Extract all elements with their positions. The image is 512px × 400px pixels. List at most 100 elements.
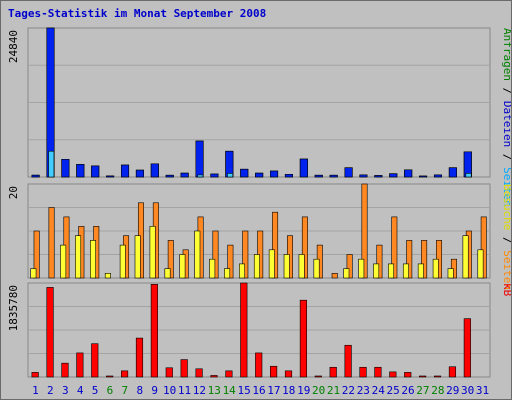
x-tick-label-7: 7 xyxy=(122,384,129,397)
middle-bar-besuche-1 xyxy=(30,268,37,279)
middle-bar-besuche-6 xyxy=(104,272,111,279)
top-bar-seiten-14 xyxy=(227,173,234,178)
middle-side-legend-part: Seiten xyxy=(501,250,511,290)
top-bar-dateien-21 xyxy=(329,174,338,178)
top-bar-seiten-12 xyxy=(197,174,204,178)
x-tick-label-11: 11 xyxy=(178,384,191,397)
top-side-legend-part: / xyxy=(501,81,511,101)
bottom-bar-kb-16 xyxy=(255,352,263,378)
bottom-bar-kb-5 xyxy=(91,343,99,378)
middle-bar-besuche-15 xyxy=(239,263,245,279)
middle-bar-besuche-4 xyxy=(75,235,82,279)
bottom-bar-kb-9 xyxy=(150,284,158,378)
bottom-side-legend-part: kB xyxy=(501,283,511,297)
bottom-bar-kb-12 xyxy=(195,368,203,378)
x-tick-label-27: 27 xyxy=(416,384,429,397)
top-bar-dateien-16 xyxy=(255,172,264,178)
middle-side-legend-part: Besuche xyxy=(501,184,511,230)
middle-bar-seiten-10 xyxy=(167,240,174,279)
x-tick-label-4: 4 xyxy=(77,384,84,397)
top-bar-dateien-12 xyxy=(195,140,204,178)
middle-bar-besuche-20 xyxy=(313,258,320,279)
middle-bar-besuche-18 xyxy=(283,254,290,279)
middle-bar-besuche-17 xyxy=(268,249,275,279)
bottom-bar-kb-22 xyxy=(344,344,352,378)
x-tick-label-12: 12 xyxy=(193,384,206,397)
bottom-bar-kb-3 xyxy=(61,362,69,378)
bottom-bar-kb-20 xyxy=(314,375,322,378)
middle-bar-besuche-16 xyxy=(253,254,260,279)
top-bar-dateien-9 xyxy=(150,163,159,178)
middle-bar-seiten-21 xyxy=(331,272,338,279)
bottom-bar-kb-14 xyxy=(225,370,233,378)
x-tick-label-16: 16 xyxy=(252,384,265,397)
bottom-bar-kb-13 xyxy=(210,375,218,378)
middle-bar-besuche-9 xyxy=(149,226,156,279)
middle-bar-besuche-5 xyxy=(89,240,96,279)
x-tick-label-9: 9 xyxy=(151,384,158,397)
x-tick-label-23: 23 xyxy=(357,384,370,397)
x-tick-label-19: 19 xyxy=(297,384,310,397)
top-bar-seiten-30 xyxy=(465,173,472,178)
bottom-bar-kb-17 xyxy=(270,365,278,378)
middle-bar-besuche-12 xyxy=(194,230,201,279)
bottom-bar-kb-21 xyxy=(329,366,337,378)
x-tick-label-22: 22 xyxy=(342,384,355,397)
x-tick-label-24: 24 xyxy=(372,384,386,397)
top-bar-dateien-4 xyxy=(76,164,85,178)
middle-bar-besuche-13 xyxy=(209,258,216,279)
middle-bar-seiten-17 xyxy=(272,211,279,279)
x-tick-label-15: 15 xyxy=(237,384,250,397)
top-bar-dateien-7 xyxy=(120,164,130,178)
top-bar-dateien-10 xyxy=(165,174,174,178)
x-tick-label-20: 20 xyxy=(312,384,325,397)
middle-bar-seiten-25 xyxy=(391,216,398,279)
middle-bar-besuche-19 xyxy=(298,254,305,279)
top-bar-dateien-1 xyxy=(31,174,40,178)
bottom-bar-kb-28 xyxy=(433,375,442,378)
top-bar-dateien-18 xyxy=(284,174,293,178)
top-side-legend-part: Seiten xyxy=(501,167,511,207)
top-bar-dateien-28 xyxy=(433,174,443,178)
middle-bar-besuche-10 xyxy=(164,268,171,279)
top-bar-dateien-3 xyxy=(61,159,70,178)
bottom-bar-kb-6 xyxy=(106,375,114,378)
top-bar-dateien-22 xyxy=(344,167,353,178)
middle-bar-besuche-29 xyxy=(447,268,454,279)
middle-ymax-tick-label: 20 xyxy=(7,186,20,199)
middle-bar-besuche-3 xyxy=(60,244,67,279)
middle-side-legend: Besuche / Seiten xyxy=(501,184,511,290)
x-tick-label-6: 6 xyxy=(107,384,114,397)
bottom-bar-kb-4 xyxy=(76,352,84,378)
top-bar-dateien-25 xyxy=(389,173,398,178)
middle-bar-besuche-27 xyxy=(417,263,424,279)
middle-bar-seiten-14 xyxy=(227,244,234,279)
x-tick-label-26: 26 xyxy=(401,384,414,397)
middle-bar-besuche-11 xyxy=(179,254,186,279)
middle-bar-besuche-31 xyxy=(477,249,484,279)
middle-bar-besuche-23 xyxy=(358,258,365,279)
x-tick-label-18: 18 xyxy=(282,384,295,397)
x-tick-label-30: 30 xyxy=(461,384,474,397)
bottom-bar-kb-27 xyxy=(419,375,427,378)
middle-bar-seiten-1 xyxy=(33,230,40,279)
top-bar-seiten-2 xyxy=(48,150,55,178)
middle-bar-besuche-7 xyxy=(119,244,126,279)
middle-bar-besuche-28 xyxy=(432,258,439,279)
chart-title: Tages-Statistik im Monat September 2008 xyxy=(8,7,267,20)
top-bar-dateien-29 xyxy=(448,167,457,178)
bottom-ymax-tick-label: 1835780 xyxy=(7,285,20,331)
top-side-legend-part: Anfragen xyxy=(501,28,511,81)
top-bar-dateien-6 xyxy=(106,175,115,178)
middle-bar-seiten-2 xyxy=(48,207,55,279)
bottom-bar-kb-8 xyxy=(135,337,144,378)
top-ymax-tick-label: 24840 xyxy=(7,30,20,63)
middle-bar-besuche-26 xyxy=(402,263,409,279)
x-tick-label-17: 17 xyxy=(267,384,280,397)
bottom-bar-kb-2 xyxy=(46,287,54,378)
bottom-bar-kb-23 xyxy=(359,366,367,378)
top-side-legend: Anfragen / Dateien / Seiten xyxy=(501,28,511,207)
middle-bar-seiten-19 xyxy=(301,216,308,279)
top-bar-dateien-26 xyxy=(404,169,413,178)
